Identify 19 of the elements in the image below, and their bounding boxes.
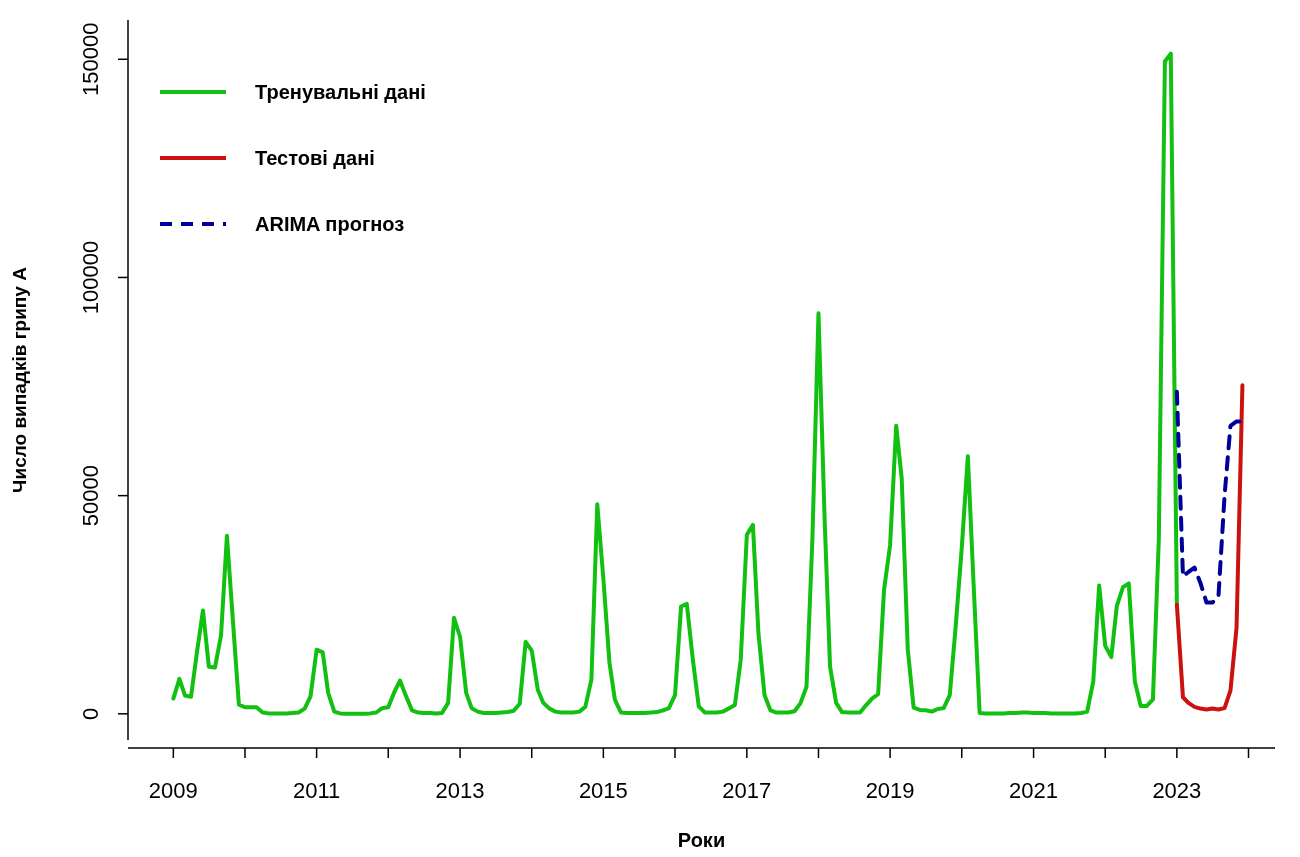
legend-label: Тестові дані — [255, 147, 375, 169]
x-tick-label: 2009 — [148, 778, 198, 803]
y-tick-label: 0 — [78, 707, 103, 720]
x-tick-label: 2017 — [722, 778, 772, 803]
y-tick-label: 150000 — [78, 22, 103, 96]
y-tick-label: 100000 — [78, 240, 103, 315]
x-tick-label: 2015 — [578, 778, 628, 803]
x-axis-title: Роки — [677, 829, 726, 851]
x-tick-label: 2019 — [865, 778, 915, 803]
x-tick-label: 2021 — [1009, 778, 1059, 803]
y-tick-label: 50000 — [78, 465, 103, 527]
line-series — [1174, 383, 1245, 712]
x-tick-label: 2013 — [435, 778, 485, 803]
x-tick-label: 2011 — [292, 778, 341, 803]
line-series — [171, 51, 1179, 716]
y-axis-title: Число випадків грипу А — [9, 266, 30, 493]
x-tick-label: 2023 — [1152, 778, 1202, 803]
legend-label: Тренувальні дані — [255, 81, 426, 103]
legend-label: ARIMA прогноз — [255, 213, 405, 235]
